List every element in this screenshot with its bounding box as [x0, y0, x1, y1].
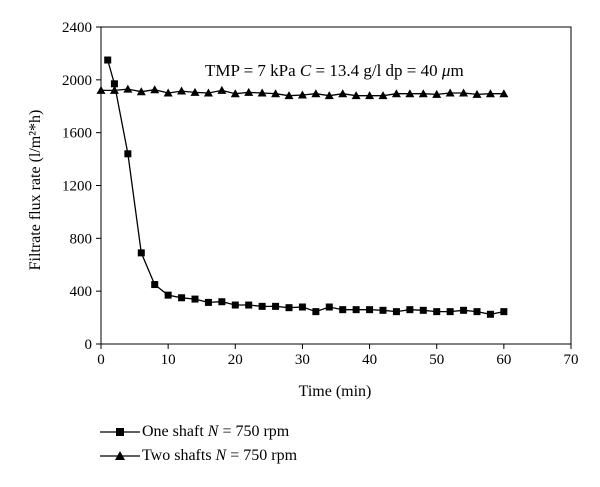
- x-tick-label: 30: [295, 352, 310, 368]
- data-point-triangle: [338, 89, 348, 98]
- data-point-triangle: [485, 89, 495, 98]
- legend-item-two-shafts: Two shafts N = 750 rpm: [100, 444, 297, 468]
- data-point-triangle: [96, 85, 106, 94]
- data-point-triangle: [284, 91, 294, 100]
- data-point-triangle: [378, 91, 388, 100]
- data-point-triangle: [203, 88, 213, 97]
- data-point-square: [191, 295, 199, 303]
- data-point-square: [446, 308, 454, 316]
- data-point-square: [204, 298, 212, 306]
- y-tick-label: 400: [70, 284, 93, 300]
- annotation-prefix: TMP = 7 kPa: [205, 61, 300, 80]
- x-tick-label: 0: [97, 352, 105, 368]
- data-point-square: [164, 291, 172, 299]
- x-axis-label: Time (min): [299, 383, 372, 400]
- data-point-triangle: [230, 89, 240, 98]
- chart-annotation: TMP = 7 kPa C = 13.4 g/l dp = 40 μm: [205, 61, 464, 80]
- data-point-square: [285, 304, 293, 312]
- data-point-triangle: [351, 91, 361, 100]
- legend-label-var: N: [207, 423, 219, 440]
- y-tick-label: 2000: [62, 73, 92, 89]
- data-point-triangle: [217, 85, 227, 94]
- data-point-triangle: [123, 84, 133, 93]
- data-point-square: [231, 301, 239, 309]
- series-markers: [96, 56, 509, 318]
- data-point-square: [258, 302, 266, 310]
- data-point-triangle: [432, 89, 442, 98]
- data-point-square: [500, 308, 508, 316]
- annotation-unit: m: [450, 61, 463, 80]
- x-tick-label: 40: [362, 352, 377, 368]
- data-point-square: [104, 56, 112, 64]
- data-point-triangle: [190, 87, 200, 96]
- data-point-triangle: [244, 87, 254, 96]
- data-point-square: [312, 308, 320, 316]
- data-point-square: [178, 294, 186, 302]
- annotation-mu: μ: [441, 61, 451, 80]
- data-point-triangle: [257, 88, 267, 97]
- x-tick-label: 70: [564, 352, 579, 368]
- annotation-c-symbol: C: [300, 61, 312, 80]
- data-point-triangle: [391, 89, 401, 98]
- y-axis-label: Filtrate flux rate (l/m²*h): [27, 110, 44, 271]
- legend-item-one-shaft: One shaft N = 750 rpm: [100, 420, 297, 444]
- data-point-square: [151, 281, 159, 289]
- data-point-square: [460, 306, 468, 314]
- data-point-triangle: [472, 89, 482, 98]
- data-point-square: [272, 302, 280, 310]
- data-point-triangle: [365, 91, 375, 100]
- legend-label-suffix: = 750 rpm: [226, 447, 298, 464]
- data-point-triangle: [150, 85, 160, 94]
- legend-label-prefix: One shaft: [142, 423, 208, 440]
- data-point-square: [352, 306, 360, 314]
- data-point-square: [110, 80, 118, 88]
- legend-label-var: N: [215, 447, 227, 464]
- data-point-square: [339, 306, 347, 314]
- x-tick-label: 60: [496, 352, 511, 368]
- data-point-square: [419, 306, 427, 314]
- data-point-triangle: [163, 88, 173, 97]
- data-point-square: [392, 308, 400, 316]
- data-point-square: [379, 306, 387, 314]
- data-point-square: [406, 306, 414, 314]
- chart-legend: One shaft N = 750 rpm Two shafts N = 750…: [100, 420, 297, 468]
- data-point-square: [433, 308, 441, 316]
- data-point-square: [486, 310, 494, 318]
- x-tick-label: 50: [429, 352, 444, 368]
- data-point-square: [245, 301, 253, 309]
- data-point-triangle: [459, 88, 469, 97]
- data-point-square: [137, 249, 145, 257]
- x-tick-label: 10: [161, 352, 176, 368]
- data-point-triangle: [405, 89, 415, 98]
- y-tick-label: 2400: [62, 20, 92, 36]
- data-point-triangle: [311, 89, 321, 98]
- data-point-square: [218, 298, 226, 306]
- y-tick-label: 0: [85, 337, 93, 353]
- legend-label-suffix: = 750 rpm: [218, 423, 290, 440]
- legend-swatch-square: [100, 428, 140, 436]
- data-point-triangle: [297, 90, 307, 99]
- data-point-triangle: [177, 86, 187, 95]
- annotation-c-value: = 13.4 g/l dp = 40: [311, 61, 442, 80]
- data-point-square: [473, 308, 481, 316]
- data-point-triangle: [324, 91, 334, 100]
- axis-ticks: 0 10 20 30 40 50 60 70 0 400 800 1200 1600 2000 2400: [62, 20, 579, 368]
- x-tick-label: 20: [228, 352, 243, 368]
- y-tick-label: 800: [70, 231, 93, 247]
- y-tick-label: 1200: [62, 179, 92, 195]
- data-point-triangle: [271, 89, 281, 98]
- legend-label-prefix: Two shafts: [142, 447, 216, 464]
- y-tick-label: 1600: [62, 126, 92, 142]
- data-point-square: [366, 306, 374, 314]
- data-point-triangle: [499, 89, 509, 98]
- data-point-triangle: [418, 89, 428, 98]
- data-point-square: [325, 303, 333, 311]
- data-point-triangle: [445, 88, 455, 97]
- data-point-triangle: [136, 87, 146, 96]
- data-point-triangle: [109, 85, 119, 94]
- legend-swatch-triangle: [100, 451, 140, 460]
- data-point-square: [298, 303, 306, 311]
- data-point-square: [124, 150, 132, 158]
